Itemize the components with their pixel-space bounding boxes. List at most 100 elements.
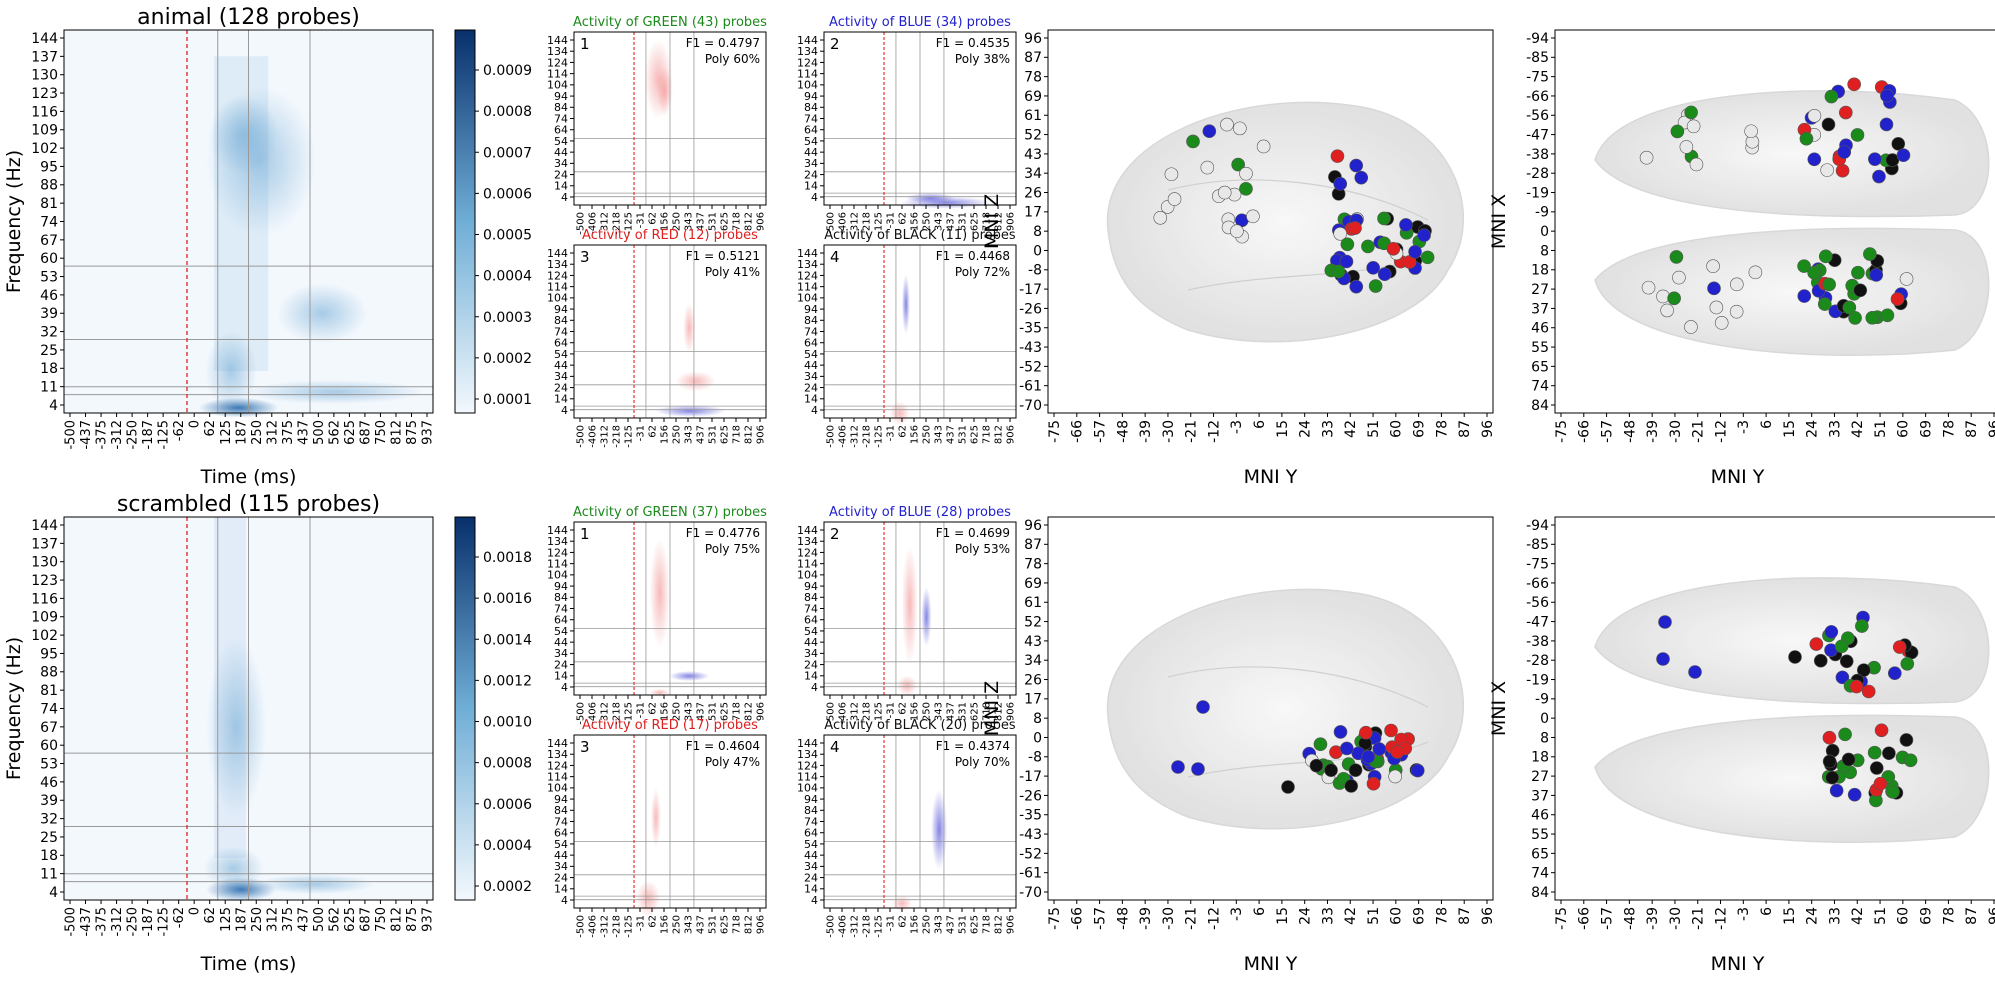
small-freq-tick-label: 44: [554, 849, 568, 862]
activity-blob: [198, 397, 279, 418]
probe-marker: [1349, 279, 1364, 294]
small-time-tick-label: -218: [612, 212, 623, 235]
mni-y-tick-label: 24: [1805, 907, 1821, 925]
axial-xlabel: MNI Y: [1711, 466, 1765, 488]
cluster-f1: F1 = 0.4604: [686, 739, 760, 753]
probe-marker: [1890, 292, 1905, 306]
mni-y-tick-label: 87: [1964, 420, 1980, 438]
probe-marker: [1809, 637, 1824, 651]
freq-tick-label: 25: [40, 830, 58, 846]
probe-marker: [1324, 763, 1338, 778]
mni-z-tick-label: -43: [1019, 827, 1042, 843]
mni-y-tick-label: 33: [1320, 420, 1336, 438]
freq-tick-label: 53: [40, 269, 58, 285]
probe-marker: [1354, 170, 1369, 185]
mni-y-tick-label: -75: [1047, 907, 1063, 930]
small-time-tick-label: 906: [1006, 915, 1017, 934]
time-tick-label: 375: [281, 907, 296, 932]
probe-marker: [1848, 311, 1862, 325]
probe-marker: [1672, 270, 1686, 285]
probe-marker: [1899, 733, 1914, 747]
probe-marker: [1847, 787, 1862, 802]
small-freq-tick-label: 14: [554, 883, 568, 896]
colorbar-label: 0.0008: [483, 104, 532, 120]
mni-z-tick-label: 96: [1024, 31, 1042, 47]
mni-x-tick-label: -94: [1526, 31, 1549, 47]
mni-y-tick-label: -57: [1599, 420, 1615, 443]
freq-tick-label: 18: [40, 361, 58, 377]
freq-tick-label: 144: [31, 518, 58, 534]
time-tick-label: 62: [203, 420, 218, 437]
mni-x-tick-label: -47: [1526, 127, 1549, 143]
small-freq-tick-label: 74: [554, 325, 568, 338]
probe-marker: [1868, 152, 1882, 166]
small-time-tick-label: -312: [600, 702, 611, 725]
small-time-tick-label: 625: [720, 425, 731, 444]
cluster-title: Activity of BLACK (20) probes: [824, 718, 1016, 733]
small-freq-tick-label: 34: [554, 860, 568, 873]
freq-tick-label: 25: [40, 343, 58, 359]
small-time-tick-label: 906: [1006, 702, 1017, 721]
probe-marker: [1348, 221, 1362, 235]
sagittal-brain-animal: 9687786961524334261780-8-17-26-35-43-52-…: [981, 29, 1496, 488]
probe-marker: [1388, 769, 1402, 784]
freq-tick-label: 116: [31, 104, 58, 120]
cluster-poly: Poly 41%: [705, 265, 760, 279]
mni-y-tick-label: 33: [1827, 907, 1843, 925]
small-time-tick-label: 812: [744, 212, 755, 231]
time-tick-label: -437: [79, 420, 94, 450]
mni-z-tick-label: -61: [1019, 379, 1042, 395]
time-tick-label: -125: [157, 420, 172, 450]
freq-tick-label: 130: [31, 555, 58, 571]
small-freq-tick-label: 84: [554, 101, 568, 114]
mni-y-tick-label: 87: [1457, 420, 1473, 438]
small-time-tick-label: -406: [588, 915, 599, 938]
small-freq-tick-label: 94: [804, 793, 818, 806]
mni-x-tick-label: -85: [1526, 50, 1549, 66]
freq-tick-label: 109: [31, 610, 58, 626]
small-freq-tick-label: 34: [804, 647, 818, 660]
small-freq-tick-label: 134: [797, 535, 818, 548]
probe-marker: [1684, 105, 1698, 120]
small-time-tick-label: 812: [994, 915, 1005, 934]
freq-tick-label: 81: [40, 196, 58, 212]
mni-y-tick-label: 6: [1252, 420, 1268, 429]
mni-y-tick-label: -48: [1115, 420, 1131, 443]
small-freq-tick-label: 24: [804, 658, 818, 671]
probe-marker: [1686, 119, 1701, 134]
mni-x-tick-label: 0: [1540, 224, 1549, 240]
heatmap-xlabel: Time (ms): [200, 953, 297, 975]
activity-blob: [931, 789, 948, 870]
mni-z-tick-label: -70: [1019, 398, 1042, 414]
small-freq-tick-label: 114: [547, 67, 568, 80]
time-tick-label: -250: [126, 420, 141, 450]
mni-z-tick-label: 26: [1024, 672, 1042, 688]
small-time-tick-label: 625: [970, 425, 981, 444]
time-tick-label: -62: [172, 907, 187, 928]
mni-z-tick-label: -8: [1028, 750, 1042, 766]
small-freq-tick-label: 4: [561, 191, 568, 204]
probe-marker: [1850, 128, 1865, 142]
mni-y-tick-label: 96: [1987, 420, 1995, 438]
mni-y-tick-label: 6: [1759, 420, 1775, 429]
small-time-tick-label: 531: [958, 702, 969, 721]
freq-tick-label: 39: [40, 793, 58, 809]
mni-x-tick-label: -66: [1526, 576, 1549, 592]
small-freq-tick-label: 104: [797, 292, 818, 305]
mni-y-tick-label: 42: [1850, 420, 1866, 438]
small-freq-tick-label: 134: [797, 45, 818, 58]
probe-marker: [1167, 192, 1182, 206]
mni-y-tick-label: -66: [1070, 907, 1086, 930]
small-freq-tick-label: 104: [797, 569, 818, 582]
small-freq-tick-label: 74: [554, 815, 568, 828]
heatmap-panel-scrambled: 144 137 130 123 116 109 102 95 88 81 74 67 60 53 46 39 3…: [3, 492, 532, 975]
time-tick-label: 687: [358, 907, 373, 932]
probe-marker: [1684, 320, 1698, 334]
probe-marker: [1339, 254, 1354, 269]
brain-sulcus: [1167, 179, 1429, 221]
small-time-tick-label: 343: [684, 915, 695, 934]
small-time-tick-label: -31: [886, 425, 897, 441]
mni-x-tick-label: 0: [1540, 711, 1549, 727]
